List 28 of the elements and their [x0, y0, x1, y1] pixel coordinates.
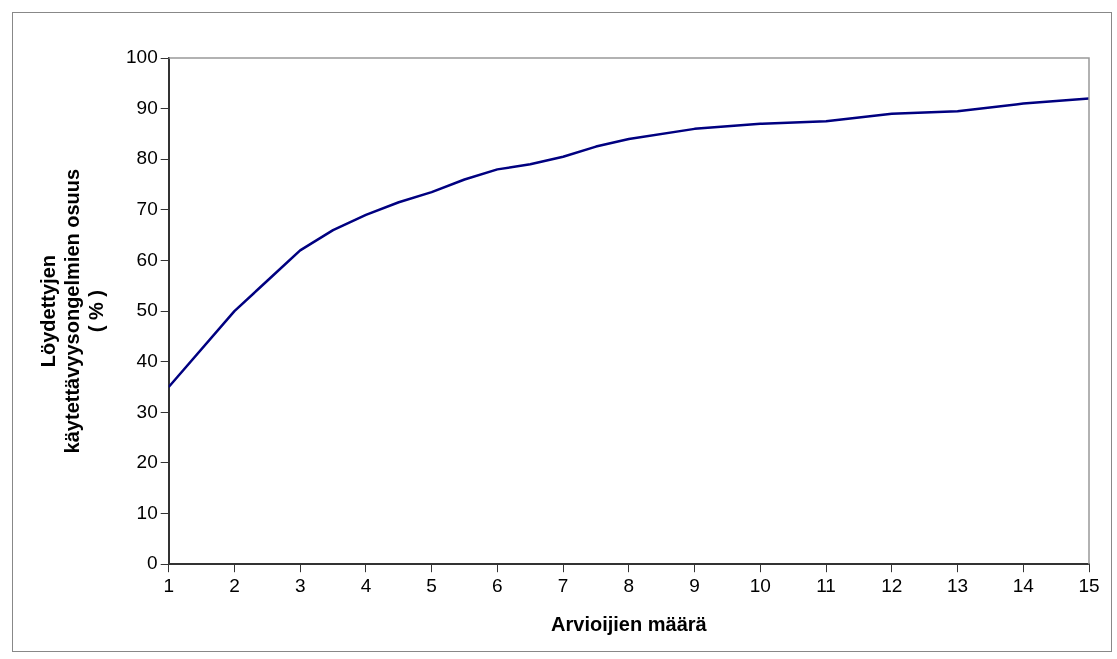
x-tick-label: 10 — [749, 574, 771, 596]
x-tick-label: 13 — [946, 574, 969, 596]
x-tick-label: 1 — [163, 574, 174, 596]
y-tick-label: 70 — [136, 198, 158, 220]
y-tick-label: 0 — [147, 552, 158, 574]
x-tick-label: 5 — [426, 574, 437, 596]
y-tick-label: 20 — [136, 451, 158, 473]
y-tick-label: 80 — [136, 147, 158, 169]
x-tick-label: 9 — [689, 574, 700, 596]
x-tick-label: 14 — [1012, 574, 1035, 596]
y-tick-label: 10 — [136, 501, 158, 523]
y-tick-label: 50 — [136, 299, 158, 321]
x-tick-label: 15 — [1078, 574, 1100, 596]
x-tick-label: 12 — [881, 574, 903, 596]
y-tick-label: 90 — [136, 96, 158, 118]
x-tick-label: 6 — [492, 574, 503, 596]
x-tick-label: 7 — [557, 574, 569, 596]
y-tick-label: 40 — [136, 349, 158, 371]
x-axis-title: Arvioijien määrä — [551, 612, 708, 635]
y-axis-title: Löydettyjen käytettävyysongelmien osuus ( % ) — [36, 168, 107, 454]
x-tick-label: 2 — [229, 574, 240, 596]
y-tick-label: 60 — [136, 248, 158, 270]
y-tick-label: 100 — [126, 46, 158, 68]
y-tick-label: 30 — [136, 400, 158, 422]
x-tick-label: 4 — [360, 574, 372, 596]
x-tick-label: 8 — [623, 574, 635, 596]
x-tick-label: 3 — [294, 574, 306, 596]
x-tick-label: 11 — [816, 574, 836, 596]
